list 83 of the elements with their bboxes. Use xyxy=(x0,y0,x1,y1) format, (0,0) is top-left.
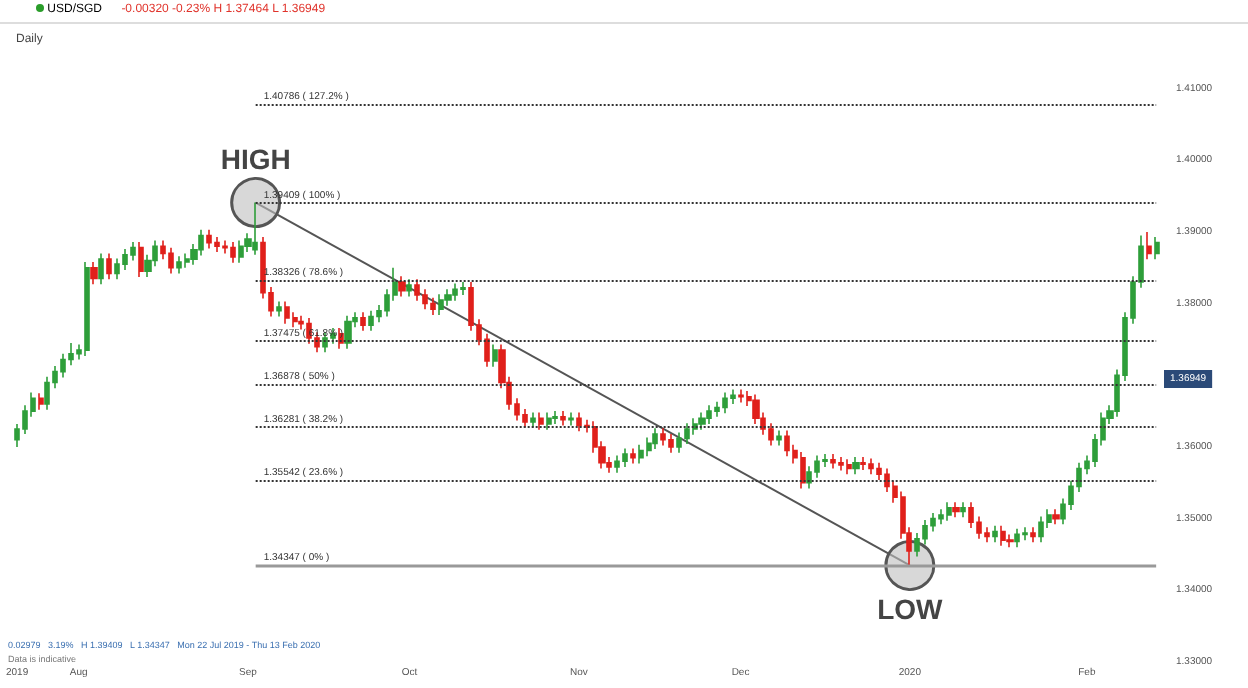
candlestick xyxy=(430,297,436,316)
candlestick xyxy=(84,261,90,357)
candlestick xyxy=(992,525,998,544)
candlestick xyxy=(684,422,690,445)
candlestick xyxy=(214,236,220,253)
candlestick xyxy=(552,410,558,425)
candlestick xyxy=(306,317,312,345)
candlestick xyxy=(668,433,674,454)
candlestick xyxy=(122,248,128,271)
candlestick xyxy=(444,288,452,307)
candlestick xyxy=(338,327,344,350)
candlestick xyxy=(638,443,644,465)
candlestick xyxy=(1006,533,1014,549)
candlestick xyxy=(130,241,136,262)
candlestick xyxy=(706,404,712,425)
candlestick xyxy=(652,427,658,450)
candlestick xyxy=(168,246,174,275)
candlestick xyxy=(114,257,120,280)
candlestick xyxy=(538,411,544,431)
candlestick xyxy=(860,456,866,471)
candlestick xyxy=(360,311,366,332)
candlestick xyxy=(38,392,44,411)
candlestick xyxy=(960,501,966,518)
candlestick xyxy=(398,275,406,298)
candlestick xyxy=(646,436,652,458)
candlestick xyxy=(738,388,744,404)
candlestick xyxy=(560,410,566,427)
candlestick xyxy=(344,314,352,350)
candlestick xyxy=(730,388,736,405)
candlestick xyxy=(438,293,444,316)
candlestick xyxy=(800,451,806,490)
candlestick xyxy=(90,261,98,286)
candlestick xyxy=(622,447,628,468)
candlestick xyxy=(368,309,374,332)
candlestick xyxy=(1022,526,1028,541)
candlestick xyxy=(406,278,412,298)
candlestick xyxy=(576,411,582,432)
candlestick xyxy=(1052,508,1060,526)
candlestick xyxy=(230,241,236,264)
candlestick xyxy=(1146,231,1152,260)
candlestick xyxy=(852,456,860,475)
candlestick xyxy=(184,252,190,269)
candlestick xyxy=(722,391,728,415)
candlestick xyxy=(206,228,212,250)
candlestick xyxy=(238,239,244,264)
candlestick xyxy=(568,411,574,427)
candlestick xyxy=(276,300,282,318)
candlestick xyxy=(198,228,204,257)
annotation: HIGH xyxy=(220,142,291,175)
candlestick xyxy=(452,282,458,302)
candlestick xyxy=(614,454,620,474)
candlestick xyxy=(784,429,790,458)
candlestick xyxy=(846,458,852,475)
candlestick xyxy=(1154,236,1160,260)
candlestick xyxy=(138,241,144,278)
candlestick xyxy=(284,300,290,325)
candlestick xyxy=(676,431,682,454)
candlestick xyxy=(460,281,466,296)
candlestick xyxy=(838,456,844,472)
candlestick xyxy=(530,411,536,429)
candlestick xyxy=(222,239,228,255)
candlestick xyxy=(830,453,836,470)
annotation: LOW xyxy=(877,593,945,626)
candlestick xyxy=(1030,526,1036,544)
candlestick xyxy=(714,400,720,418)
candlestick xyxy=(776,429,782,447)
candlestick xyxy=(938,508,944,526)
candlestick xyxy=(546,411,552,431)
candlestick xyxy=(952,501,960,518)
candlestick xyxy=(1038,515,1044,544)
candlestick xyxy=(252,201,258,256)
candlestick xyxy=(414,278,420,302)
candlestick xyxy=(660,427,666,447)
candlestick xyxy=(98,252,104,286)
candlestick xyxy=(176,255,182,275)
candlestick xyxy=(946,501,952,522)
candlestick xyxy=(1000,525,1006,547)
candlestick xyxy=(698,411,706,431)
candlestick xyxy=(868,457,874,475)
candlestick xyxy=(492,343,498,368)
candlestick xyxy=(630,447,636,465)
candlestick xyxy=(106,252,112,280)
candlestick xyxy=(1014,527,1020,549)
